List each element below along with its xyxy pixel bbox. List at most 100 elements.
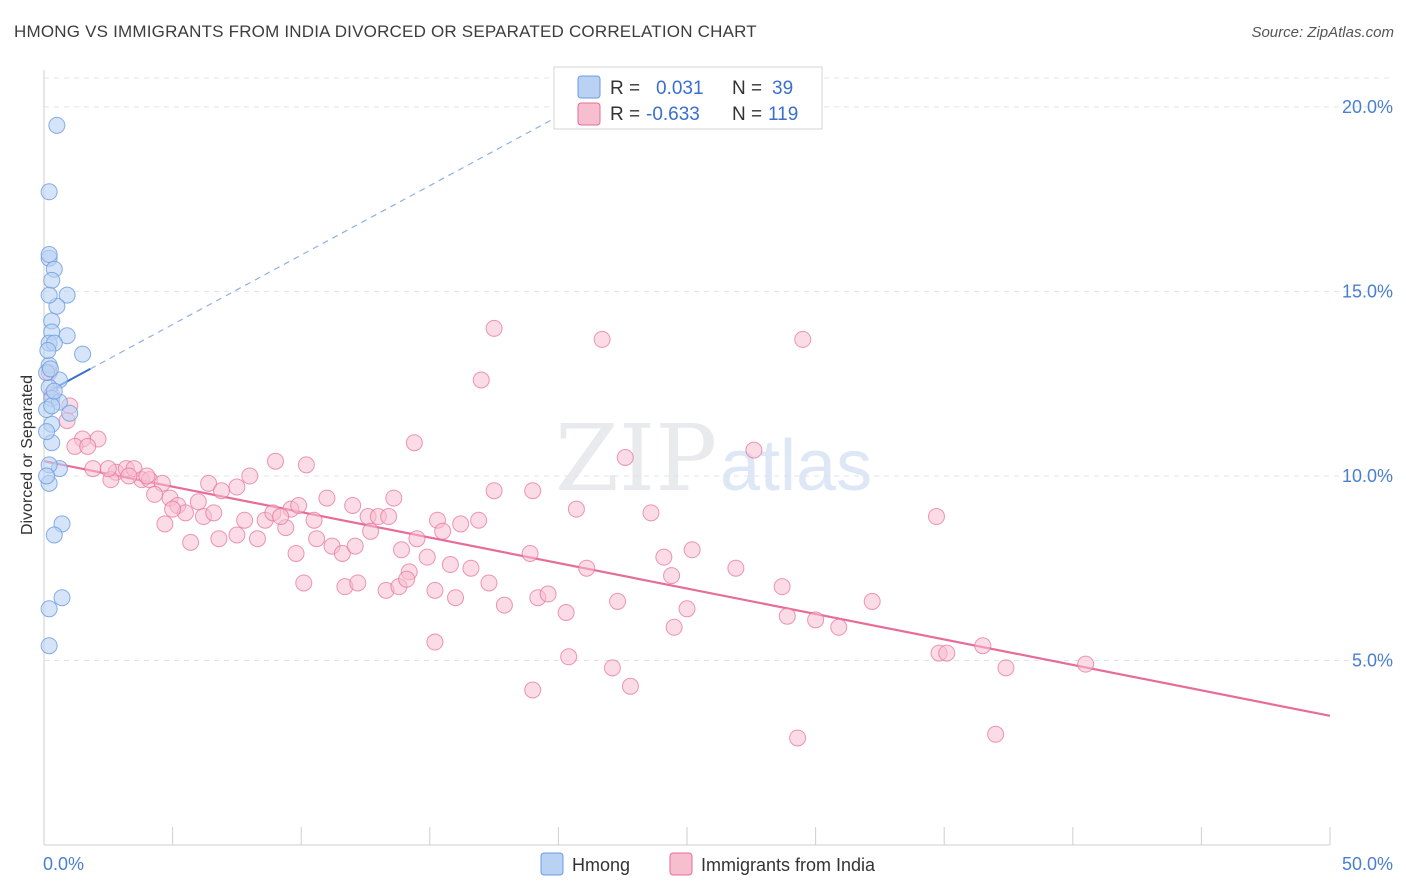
point-india [663, 567, 681, 585]
point-india [789, 729, 807, 747]
point-india [248, 530, 266, 548]
trend-line-hmong-projection [90, 87, 611, 370]
point-india [200, 474, 218, 492]
correlation-legend: R = 0.031 N = 39 R = -0.633 N = 119 [553, 66, 823, 130]
point-india [987, 725, 1005, 743]
chart-title: HMONG VS IMMIGRANTS FROM INDIA DIVORCED … [14, 22, 757, 41]
point-india [344, 496, 362, 514]
legend-r-value-1: 0.031 [656, 78, 704, 99]
point-india [593, 330, 611, 348]
watermark-atlas: atlas [720, 426, 872, 506]
point-india [426, 581, 444, 599]
x-tick-label: 50.0% [1342, 854, 1393, 874]
point-india [863, 592, 881, 610]
point-india [560, 648, 578, 666]
point-india [485, 319, 503, 337]
point-hmong [40, 183, 58, 201]
point-hmong [40, 286, 58, 304]
point-india [287, 544, 305, 562]
point-india [99, 460, 117, 478]
point-india [447, 589, 465, 607]
y-tick-label: 10.0% [1342, 466, 1393, 486]
point-india [362, 522, 380, 540]
point-india [1077, 655, 1095, 673]
point-india [773, 578, 791, 596]
point-india [156, 515, 174, 533]
point-india [441, 556, 459, 574]
point-india [426, 633, 444, 651]
point-india [393, 541, 411, 559]
point-india [470, 511, 488, 529]
point-india [938, 644, 956, 662]
point-india [228, 478, 246, 496]
point-india [308, 530, 326, 548]
point-india [408, 530, 426, 548]
point-india [567, 500, 585, 518]
point-india [452, 515, 470, 533]
legend-label-hmong: Hmong [572, 855, 630, 875]
point-india [472, 371, 490, 389]
point-hmong [45, 382, 63, 400]
point-india [398, 570, 416, 588]
point-hmong [38, 423, 56, 441]
point-india [189, 493, 207, 511]
point-india [557, 604, 575, 621]
point-india [807, 611, 825, 629]
point-hmong [40, 246, 58, 264]
legend-swatch-hmong-bottom [540, 852, 564, 876]
trend-line-india [43, 460, 1331, 717]
y-tick-label: 20.0% [1342, 97, 1393, 117]
point-india [524, 681, 542, 699]
point-india [79, 437, 97, 455]
y-tick-label: 15.0% [1342, 281, 1393, 301]
point-hmong [41, 360, 59, 378]
point-india [272, 508, 290, 526]
legend-n-value-2: 119 [768, 104, 798, 125]
point-india [642, 504, 660, 522]
point-india [138, 467, 156, 485]
legend-label-india: Immigrants from India [701, 855, 876, 875]
point-india [578, 559, 596, 577]
point-hmong [58, 286, 76, 304]
point-india [241, 467, 259, 485]
point-india [621, 677, 639, 695]
point-hmong [74, 345, 92, 363]
axes: 5.0% 10.0% 15.0% 20.0% 0.0% 50.0% [43, 70, 1393, 874]
point-india [210, 530, 228, 548]
grid-lines [44, 77, 1392, 661]
point-hmong [53, 589, 71, 607]
legend-n-value-1: 39 [772, 78, 793, 99]
point-hmong [48, 116, 66, 134]
point-hmong [43, 397, 61, 415]
legend-r-label-2: R = [610, 104, 640, 125]
point-india [524, 482, 542, 500]
point-hmong [39, 341, 57, 359]
point-india [616, 449, 634, 466]
point-india [830, 618, 848, 636]
point-india [349, 574, 367, 592]
point-india [462, 559, 480, 577]
point-india [305, 511, 323, 529]
point-india [266, 452, 284, 470]
point-hmong [58, 327, 76, 345]
point-india [228, 526, 246, 544]
point-hmong [45, 526, 63, 544]
y-tick-label: 5.0% [1352, 650, 1393, 670]
point-india [205, 504, 223, 522]
point-india [84, 460, 102, 478]
point-india [521, 544, 539, 562]
watermark-zip: ZIP [555, 405, 717, 512]
source-label: Source: ZipAtlas.com [1251, 24, 1394, 41]
point-india [380, 508, 398, 526]
point-india [603, 659, 621, 677]
point-india [212, 482, 230, 500]
point-hmong [43, 271, 61, 289]
point-india [182, 533, 200, 551]
point-india [678, 600, 696, 618]
point-india [665, 618, 683, 636]
point-hmong [61, 404, 79, 422]
point-hmong [40, 600, 58, 618]
point-india [405, 434, 423, 452]
point-hmong [40, 637, 58, 655]
y-axis-label: Divorced or Separated [19, 375, 36, 535]
